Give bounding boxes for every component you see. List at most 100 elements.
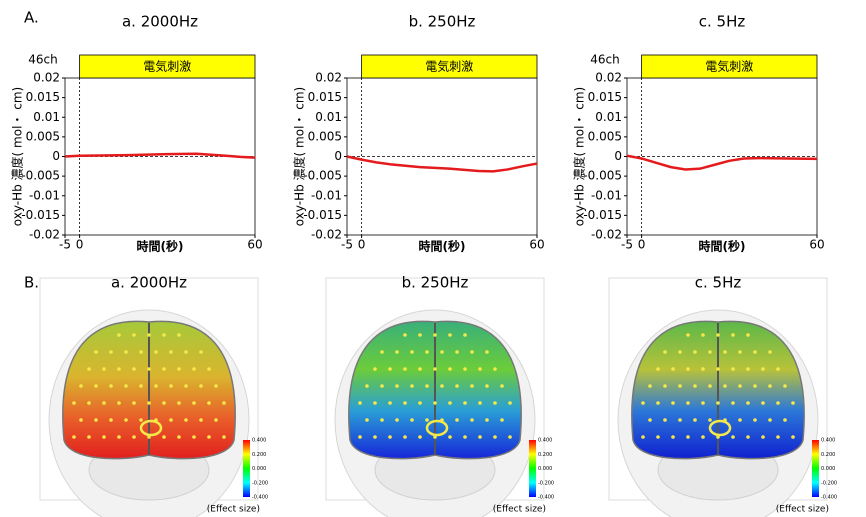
optode xyxy=(94,350,98,354)
colorbar-label: 0.000 xyxy=(252,466,266,472)
optode xyxy=(731,435,735,439)
optode xyxy=(493,435,497,439)
y-tick-label: -0.015 xyxy=(303,208,342,222)
optode xyxy=(102,367,106,371)
y-tick-label: 0.005 xyxy=(588,129,622,143)
y-tick-label: 0.02 xyxy=(595,71,622,85)
optode xyxy=(184,418,188,422)
optode xyxy=(776,435,780,439)
optode xyxy=(470,384,474,388)
optode xyxy=(207,435,211,439)
optode xyxy=(701,401,705,405)
channel-label: 46ch xyxy=(590,53,619,67)
optode xyxy=(87,435,91,439)
optode xyxy=(783,384,787,388)
y-tick-label: 0.02 xyxy=(315,71,342,85)
y-tick-label: -0.02 xyxy=(311,228,342,242)
y-tick-label: -0.015 xyxy=(583,208,622,222)
optode xyxy=(648,384,652,388)
optode xyxy=(678,350,682,354)
y-tick-label: 0 xyxy=(52,149,60,163)
optode xyxy=(641,401,645,405)
optode xyxy=(373,367,377,371)
optode xyxy=(222,401,226,405)
optode xyxy=(478,367,482,371)
x-tick-label: 60 xyxy=(247,238,262,252)
optode xyxy=(94,384,98,388)
optode xyxy=(448,333,452,337)
optode xyxy=(139,350,143,354)
colorbar-label: -0.200 xyxy=(821,480,837,486)
map-title: b. 250Hz xyxy=(402,274,469,292)
optode xyxy=(686,435,690,439)
optode xyxy=(708,384,712,388)
colorbar-label: -0.400 xyxy=(538,495,554,501)
optode xyxy=(192,367,196,371)
optode xyxy=(485,350,489,354)
optode xyxy=(500,384,504,388)
optode xyxy=(358,435,362,439)
optode xyxy=(418,333,422,337)
colorbar-label: -0.400 xyxy=(252,495,268,501)
optode xyxy=(716,401,720,405)
figure: A. B. a. 2000Hz46ch電気刺激-0.02-0.015-0.01-… xyxy=(0,0,866,517)
optode xyxy=(671,401,675,405)
map-title: a. 2000Hz xyxy=(111,274,187,292)
optode xyxy=(79,384,83,388)
optode xyxy=(671,367,675,371)
colorbar-label: 0.200 xyxy=(252,452,266,458)
optode xyxy=(154,384,158,388)
y-tick-label: -0.005 xyxy=(303,169,342,183)
optode xyxy=(162,401,166,405)
optode xyxy=(147,401,151,405)
optode xyxy=(776,367,780,371)
optode xyxy=(693,418,697,422)
optode xyxy=(207,401,211,405)
map-title: c. 5Hz xyxy=(695,274,742,292)
optode xyxy=(791,401,795,405)
x-tick-label: 0 xyxy=(638,238,646,252)
optode xyxy=(701,333,705,337)
y-tick-label: -0.01 xyxy=(29,188,60,202)
optode xyxy=(493,401,497,405)
optode xyxy=(463,401,467,405)
optode xyxy=(132,367,136,371)
optode xyxy=(656,401,660,405)
y-tick-label: -0.02 xyxy=(29,228,60,242)
y-tick-label: -0.005 xyxy=(21,169,60,183)
x-tick-label: 0 xyxy=(76,238,84,252)
optode xyxy=(485,384,489,388)
optode xyxy=(365,384,369,388)
optode xyxy=(656,435,660,439)
optode xyxy=(746,367,750,371)
optode xyxy=(716,333,720,337)
optode xyxy=(117,333,121,337)
optode xyxy=(433,401,437,405)
optode xyxy=(222,435,226,439)
optode xyxy=(132,333,136,337)
optode xyxy=(761,401,765,405)
y-tick-label: 0.02 xyxy=(33,71,60,85)
colorbar-label: 0.400 xyxy=(538,438,552,444)
colorbar-label: 0.200 xyxy=(821,452,835,458)
optode xyxy=(124,350,128,354)
optode xyxy=(388,401,392,405)
optode xyxy=(485,418,489,422)
optode xyxy=(102,435,106,439)
optode xyxy=(94,418,98,422)
optode xyxy=(761,435,765,439)
optode xyxy=(395,418,399,422)
optode xyxy=(199,384,203,388)
optode xyxy=(791,435,795,439)
optode xyxy=(738,350,742,354)
optode xyxy=(783,418,787,422)
chart-title: a. 2000Hz xyxy=(122,13,198,31)
optode xyxy=(214,418,218,422)
optode xyxy=(746,401,750,405)
optode xyxy=(678,384,682,388)
optode xyxy=(701,435,705,439)
optode xyxy=(117,435,121,439)
optode xyxy=(425,350,429,354)
optode xyxy=(184,350,188,354)
optode xyxy=(693,384,697,388)
